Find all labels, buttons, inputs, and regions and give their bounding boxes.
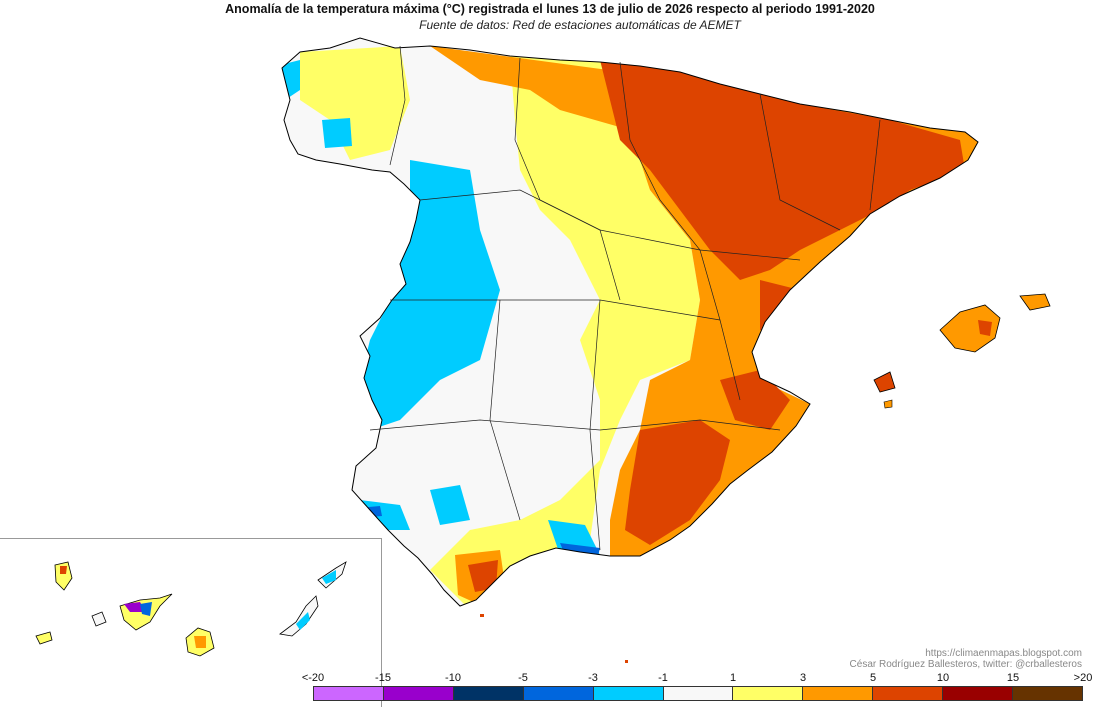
- island-marker-melilla: [625, 660, 628, 663]
- legend-tick-label: -5: [518, 672, 528, 684]
- menorca: [1019, 293, 1051, 311]
- credits: https://climaenmapas.blogspot.com César …: [850, 648, 1082, 670]
- zone-very-hot-cadiz: [468, 560, 498, 592]
- formentera: [883, 399, 893, 409]
- legend-tick-label: 1: [729, 672, 737, 684]
- balearic-islands: [873, 293, 1051, 409]
- mallorca: [939, 304, 1001, 353]
- legend-tick-label: 10: [936, 672, 950, 684]
- zone-warm-1-3: [430, 56, 700, 606]
- zone-very-hot-5-10-valencia: [760, 280, 800, 330]
- zone-very-hot-5-10-murcia: [720, 370, 790, 430]
- fuerteventura-cool: [296, 612, 310, 630]
- legend-tick-labels: <-20 -15 -10 -5 -3 -1 1 3 5 10 15 >20: [0, 672, 1100, 686]
- canary-islands: [35, 561, 347, 657]
- legend-swatch: [803, 687, 874, 700]
- legend-tick-label: 15: [1006, 672, 1020, 684]
- legend-swatch: [314, 687, 384, 700]
- mallorca-hot-core: [978, 320, 992, 336]
- legend-color-bar: [313, 686, 1083, 701]
- province-borders: [369, 45, 881, 551]
- legend-tick-label: -1: [658, 672, 668, 684]
- legend-swatch: [383, 687, 454, 700]
- legend-tick-label: >20: [1073, 672, 1093, 684]
- legend-swatch: [663, 687, 734, 700]
- zone-very-hot-5-10-southeast: [625, 420, 730, 545]
- zone-cool-cordoba: [430, 485, 470, 525]
- zone-cool-malaga: [548, 520, 600, 555]
- canary-inset-frame: [0, 538, 382, 707]
- map-title: Anomalía de la temperatura máxima (°C) r…: [225, 2, 875, 16]
- legend-tick-label: 3: [799, 672, 807, 684]
- el-hierro: [35, 631, 53, 645]
- peninsula-anomaly-fields: [281, 37, 979, 607]
- legend-swatch: [943, 687, 1014, 700]
- legend-swatch: [523, 687, 594, 700]
- zone-cool-galicia-2: [322, 118, 352, 148]
- zone-cool-galicia: [282, 60, 300, 100]
- legend-tick-label: -3: [588, 672, 598, 684]
- fuerteventura: [279, 595, 319, 637]
- credits-author: César Rodríguez Ballesteros, twitter: @c…: [849, 659, 1082, 670]
- la-gomera: [91, 611, 107, 627]
- legend-tick-label: 5: [869, 672, 877, 684]
- zone-warm-1-3-northwest: [300, 46, 410, 160]
- legend-tick-label: -10: [445, 672, 461, 684]
- legend-swatch: [873, 687, 944, 700]
- gran-canaria-hot: [194, 636, 206, 648]
- zone-very-hot-5-10-northeast: [600, 60, 965, 280]
- zone-cool-west: [360, 160, 500, 430]
- island-marker-alboran: [480, 614, 484, 617]
- legend-swatch: [593, 687, 664, 700]
- credits-url: https://climaenmapas.blogspot.com: [925, 648, 1082, 659]
- legend-swatch: [1013, 687, 1082, 700]
- zone-cold-huelva-coast: [358, 506, 382, 518]
- la-palma: [54, 561, 73, 591]
- legend-swatch: [733, 687, 804, 700]
- ibiza: [873, 371, 896, 393]
- la-palma-hot: [60, 566, 67, 574]
- map-subtitle: Fuente de datos: Red de estaciones autom…: [419, 18, 741, 32]
- legend-tick-label: <-20: [301, 672, 325, 684]
- legend-tick-label: -15: [375, 672, 391, 684]
- lanzarote-cool: [322, 570, 336, 584]
- legend-swatch: [453, 687, 524, 700]
- tenerife-blue: [140, 602, 152, 616]
